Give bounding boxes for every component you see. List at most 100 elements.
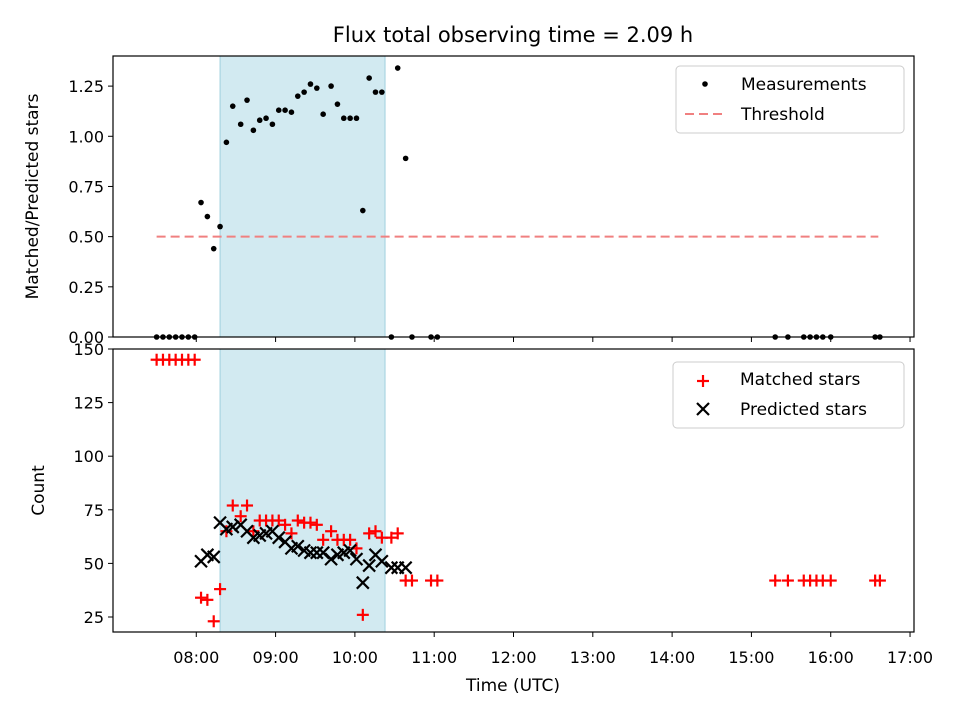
measurement-point bbox=[282, 107, 288, 113]
measurement-point bbox=[229, 103, 236, 109]
measurement-point bbox=[204, 213, 211, 220]
bottom-y-axis-ticks: 25 50 75 100 125 150 bbox=[73, 340, 113, 627]
predicted-star-point bbox=[324, 552, 338, 566]
measurement-point bbox=[288, 109, 295, 115]
top-legend: Measurements Threshold bbox=[675, 65, 905, 134]
matched-star-point bbox=[873, 574, 886, 587]
measurement-point bbox=[307, 81, 314, 87]
matched-star-point bbox=[241, 499, 254, 512]
predicted-star-point bbox=[206, 550, 221, 564]
top-y-tick-label: 0.00 bbox=[68, 328, 104, 347]
top-y-tick-label: 1.25 bbox=[68, 77, 104, 96]
matched-star-point bbox=[195, 591, 208, 604]
matched-star-point bbox=[247, 525, 260, 538]
measurement-point bbox=[275, 107, 282, 113]
bottom-x-tick-label: 12:00 bbox=[490, 648, 536, 667]
chart-title: Flux total observing time = 2.09 h bbox=[333, 23, 693, 47]
top-y-tick-label: 0.50 bbox=[68, 228, 104, 247]
matched-star-point bbox=[824, 574, 837, 587]
matched-star-point bbox=[310, 518, 323, 531]
bottom-x-tick-label: 15:00 bbox=[728, 648, 774, 667]
bottom-observing-window-shade bbox=[219, 348, 386, 633]
measurement-point bbox=[366, 75, 372, 81]
bottom-x-tick-label: 13:00 bbox=[570, 648, 616, 667]
bottom-x-tick-label: 17:00 bbox=[887, 648, 933, 667]
measurement-point bbox=[250, 127, 257, 134]
bottom-y-tick-label: 75 bbox=[84, 501, 104, 520]
predicted-star-point bbox=[398, 560, 413, 575]
bottom-x-tick-label: 10:00 bbox=[332, 648, 378, 667]
measurement-point bbox=[294, 93, 301, 99]
bottom-y-tick-label: 25 bbox=[84, 608, 104, 627]
predicted-star-point bbox=[225, 520, 240, 534]
x-axis-label: Time (UTC) bbox=[465, 676, 560, 696]
top-y-axis-ticks: 0.00 0.25 0.50 0.75 1.00 1.25 bbox=[68, 77, 113, 347]
predicted-star-point bbox=[362, 558, 376, 573]
measurement-point bbox=[334, 101, 341, 107]
measurement-point bbox=[244, 97, 250, 103]
top-plot-frame bbox=[112, 55, 915, 338]
bottom-y-tick-label: 100 bbox=[73, 447, 104, 466]
predicted-star-point bbox=[310, 545, 324, 560]
measurement-point bbox=[269, 121, 276, 128]
measurement-point bbox=[402, 155, 409, 162]
matched-star-point bbox=[220, 525, 233, 538]
measurement-point bbox=[198, 199, 204, 206]
top-y-axis-label: Matched/Predicted stars bbox=[23, 93, 43, 299]
measurement-point bbox=[320, 111, 326, 118]
bottom-y-tick-label: 150 bbox=[73, 340, 104, 359]
bottom-legend: Matched stars Predicted stars bbox=[672, 361, 905, 429]
measurement-point bbox=[301, 89, 307, 95]
predicted-star-point bbox=[343, 543, 357, 558]
measurement-point bbox=[314, 85, 320, 91]
bottom-x-axis-ticks: 08:00 09:00 10:00 11:00 12:00 13:00 14:00 15:00… bbox=[173, 632, 933, 667]
matched-star-point bbox=[363, 527, 376, 540]
measurement-point bbox=[237, 121, 244, 128]
top-y-tick-label: 0.75 bbox=[68, 177, 104, 196]
measurement-point bbox=[379, 89, 385, 95]
measurement-point bbox=[223, 139, 230, 146]
bottom-y-axis-label: Count bbox=[29, 465, 49, 516]
bottom-x-tick-label: 14:00 bbox=[649, 648, 695, 667]
legend-measurements-label: Measurements bbox=[741, 75, 867, 95]
measurement-point bbox=[340, 115, 347, 122]
measurement-point bbox=[347, 115, 353, 122]
predicted-star-point bbox=[375, 554, 389, 569]
matched-star-point bbox=[188, 353, 201, 366]
measurement-point bbox=[210, 245, 217, 252]
measurement-point bbox=[256, 117, 263, 124]
bottom-x-tick-label: 16:00 bbox=[808, 648, 854, 667]
bottom-panel: 08:00 09:00 10:00 11:00 12:00 13:00 14:00 15:00… bbox=[29, 340, 933, 696]
bottom-y-tick-label: 50 bbox=[84, 554, 104, 573]
measurement-point bbox=[263, 115, 269, 122]
matched-star-point bbox=[304, 516, 317, 529]
matched-star-point bbox=[356, 608, 369, 621]
matched-star-point bbox=[385, 531, 398, 544]
predicted-star-point bbox=[356, 575, 370, 590]
bottom-x-tick-label: 08:00 bbox=[173, 648, 219, 667]
predicted-star-point bbox=[349, 552, 364, 566]
matched-stars-points bbox=[150, 353, 886, 628]
measurement-point bbox=[353, 115, 360, 122]
matched-star-point bbox=[234, 510, 247, 523]
top-x-ticks bbox=[195, 337, 911, 342]
matched-star-point bbox=[226, 499, 239, 512]
predicted-star-point bbox=[291, 539, 305, 554]
legend-measurements-marker bbox=[702, 81, 708, 87]
measurement-point bbox=[394, 65, 401, 71]
predicted-star-point bbox=[271, 530, 286, 545]
legend-predicted-label: Predicted stars bbox=[740, 400, 867, 420]
matched-star-point bbox=[272, 514, 285, 527]
matched-star-point bbox=[285, 527, 298, 540]
top-legend-box bbox=[675, 65, 905, 134]
matched-star-point bbox=[325, 525, 338, 538]
predicted-star-point bbox=[303, 545, 318, 560]
predicted-stars-points bbox=[194, 515, 413, 590]
bottom-y-tick-label: 125 bbox=[73, 394, 104, 413]
matched-star-point bbox=[291, 514, 304, 527]
top-panel: 0.00 0.25 0.50 0.75 1.00 1.25 Matched/Predict… bbox=[23, 55, 915, 347]
legend-threshold-label: Threshold bbox=[740, 105, 825, 125]
top-y-tick-label: 0.25 bbox=[68, 278, 104, 297]
matched-star-point bbox=[781, 574, 794, 587]
